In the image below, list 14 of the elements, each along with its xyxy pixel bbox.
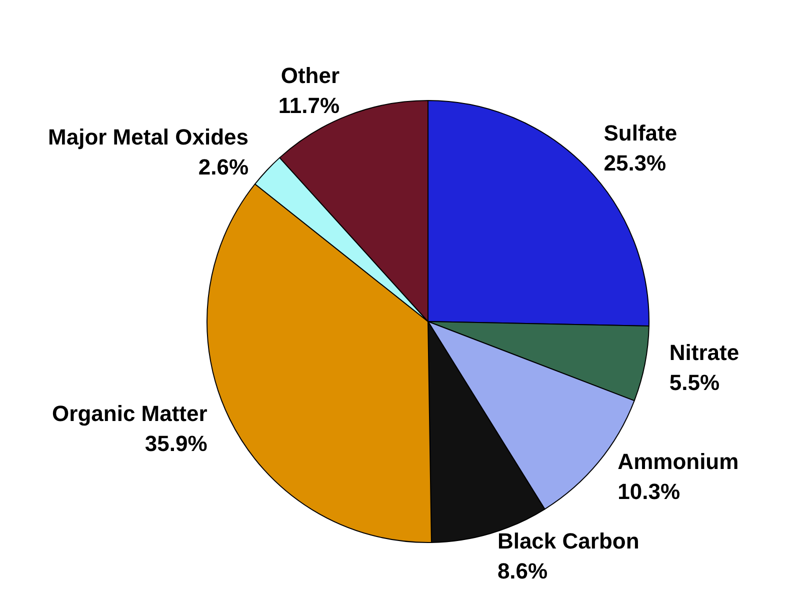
- slice-label: Sulfate: [604, 120, 678, 146]
- slice-label: Ammonium: [618, 449, 739, 474]
- slice-label: Nitrate: [669, 340, 740, 365]
- slice-label: Other: [280, 63, 340, 88]
- data-label: 10.3%: [618, 479, 680, 504]
- data-label: 35.9%: [144, 431, 208, 456]
- data-label: 25.3%: [604, 150, 666, 176]
- slice-label: Organic Matter: [52, 401, 208, 426]
- data-label: 5.5%: [669, 370, 720, 395]
- slice-label: Major Metal Oxides: [48, 124, 249, 150]
- data-label: 2.6%: [198, 154, 249, 180]
- data-label: 11.7%: [278, 93, 340, 118]
- data-label: 8.6%: [497, 558, 548, 584]
- slice-label: Black Carbon: [497, 528, 640, 554]
